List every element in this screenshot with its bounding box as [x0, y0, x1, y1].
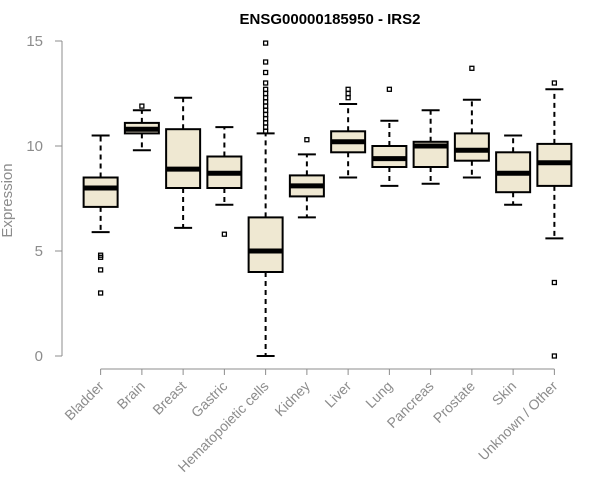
- outlier-point: [345, 95, 351, 101]
- x-tick-label: Skin: [489, 378, 520, 409]
- box-group: [371, 86, 408, 187]
- outlier-point: [262, 107, 269, 113]
- outlier-point: [262, 99, 269, 105]
- outlier-point: [386, 86, 393, 92]
- outlier-point: [262, 69, 269, 76]
- outlier-point: [262, 86, 269, 92]
- x-tick-label: Lung: [362, 378, 395, 411]
- outlier-point: [97, 267, 104, 273]
- outlier-point: [551, 80, 558, 86]
- outlier-point: [262, 111, 269, 118]
- x-tick-label: Prostate: [430, 378, 478, 426]
- outlier-point: [304, 137, 310, 143]
- x-tick-label: Bladder: [61, 378, 107, 424]
- outlier-point: [262, 40, 269, 46]
- box-group: [123, 103, 160, 152]
- box-iqr: [165, 128, 202, 189]
- x-tick-label: Brain: [114, 378, 148, 412]
- y-axis-label: Expression: [0, 163, 16, 237]
- outlier-point: [139, 103, 145, 109]
- box-group: [288, 137, 325, 219]
- outlier-point: [262, 103, 269, 109]
- box-group: [536, 80, 573, 359]
- outlier-point: [345, 90, 351, 97]
- box-group: [330, 86, 367, 179]
- outlier-point: [221, 231, 228, 237]
- outlier-point: [551, 353, 558, 359]
- outlier-point: [262, 120, 269, 126]
- outlier-point: [345, 86, 351, 92]
- outlier-point: [551, 279, 558, 286]
- x-tick-label: Breast: [149, 378, 189, 418]
- outlier-point: [262, 59, 269, 65]
- y-axis: 0 5 10 15: [26, 33, 63, 365]
- outlier-point: [262, 90, 269, 97]
- outlier-point: [97, 254, 104, 260]
- box-group: [453, 65, 490, 179]
- outlier-point: [262, 80, 269, 86]
- box-group: [247, 40, 284, 357]
- outlier-point: [262, 128, 269, 134]
- outlier-point: [469, 65, 475, 71]
- outlier-point: [262, 124, 269, 130]
- box-iqr: [247, 216, 284, 273]
- outlier-point: [262, 95, 269, 101]
- box-iqr: [453, 132, 490, 162]
- y-tick-label: 15: [26, 33, 43, 50]
- box-group: [82, 134, 119, 296]
- box-group: [412, 109, 449, 185]
- plot-area: [82, 40, 573, 359]
- box-group: [495, 134, 532, 206]
- chart-title: ENSG00000185950 - IRS2: [240, 11, 421, 28]
- x-tick-label: Kidney: [271, 378, 313, 420]
- x-tick-label: Liver: [321, 378, 354, 411]
- box-group: [165, 96, 202, 229]
- y-tick-label: 0: [35, 348, 43, 365]
- outlier-point: [262, 116, 269, 122]
- y-tick-label: 5: [35, 243, 43, 260]
- outlier-point: [97, 290, 104, 296]
- box-iqr: [82, 176, 119, 208]
- box-group: [206, 126, 243, 237]
- y-tick-label: 10: [26, 138, 43, 155]
